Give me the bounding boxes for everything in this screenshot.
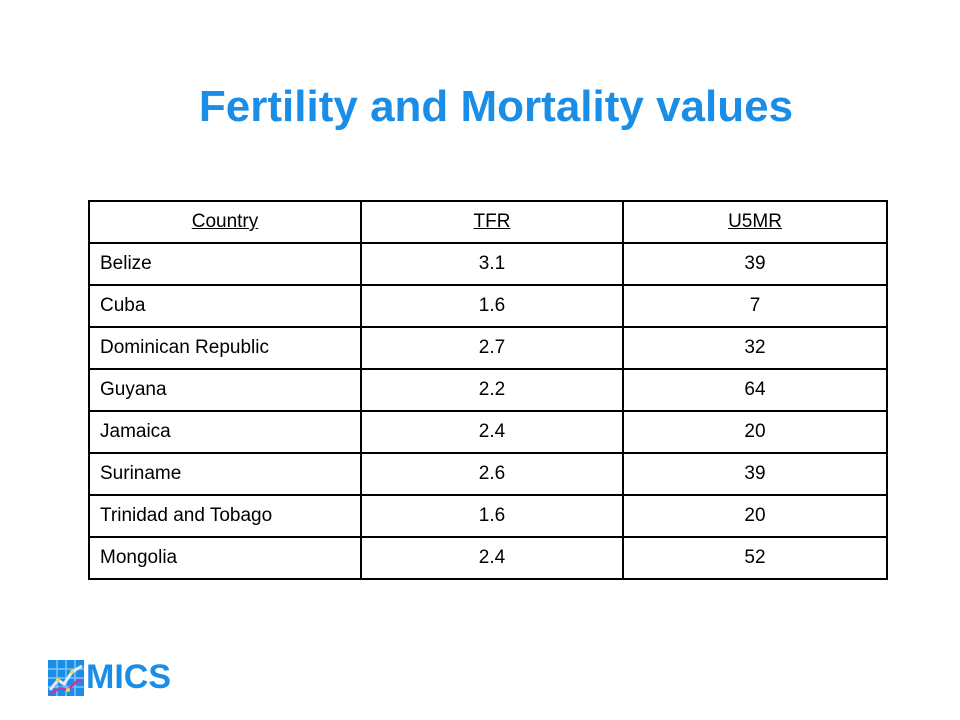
cell-country: Mongolia <box>88 536 362 580</box>
table-row: Belize 3.1 39 <box>88 242 888 286</box>
cell-tfr: 2.6 <box>360 452 624 496</box>
table-row: Suriname 2.6 39 <box>88 452 888 496</box>
header-tfr: TFR <box>360 200 624 244</box>
cell-u5mr: 20 <box>622 410 888 454</box>
cell-u5mr: 20 <box>622 494 888 538</box>
fertility-mortality-table: Country TFR U5MR Belize 3.1 39 Cuba 1.6 … <box>88 200 888 580</box>
data-table-container: Country TFR U5MR Belize 3.1 39 Cuba 1.6 … <box>88 200 888 580</box>
cell-u5mr: 7 <box>622 284 888 328</box>
cell-country: Cuba <box>88 284 362 328</box>
cell-tfr: 3.1 <box>360 242 624 286</box>
table-row: Mongolia 2.4 52 <box>88 536 888 580</box>
cell-country: Jamaica <box>88 410 362 454</box>
cell-country: Trinidad and Tobago <box>88 494 362 538</box>
cell-u5mr: 52 <box>622 536 888 580</box>
table-row: Guyana 2.2 64 <box>88 368 888 412</box>
table-row: Cuba 1.6 7 <box>88 284 888 328</box>
table-row: Dominican Republic 2.7 32 <box>88 326 888 370</box>
table-row: Jamaica 2.4 20 <box>88 410 888 454</box>
logo-text: MICS <box>86 658 171 696</box>
cell-tfr: 1.6 <box>360 284 624 328</box>
table-header-row: Country TFR U5MR <box>88 200 888 244</box>
cell-tfr: 2.2 <box>360 368 624 412</box>
slide-title: Fertility and Mortality values <box>198 82 794 131</box>
cell-country: Suriname <box>88 452 362 496</box>
cell-country: Guyana <box>88 368 362 412</box>
cell-u5mr: 32 <box>622 326 888 370</box>
header-u5mr: U5MR <box>622 200 888 244</box>
cell-country: Dominican Republic <box>88 326 362 370</box>
header-country: Country <box>88 200 362 244</box>
cell-u5mr: 39 <box>622 242 888 286</box>
cell-tfr: 2.4 <box>360 410 624 454</box>
cell-tfr: 2.7 <box>360 326 624 370</box>
cell-u5mr: 39 <box>622 452 888 496</box>
table-row: Trinidad and Tobago 1.6 20 <box>88 494 888 538</box>
mics-logo: MICS <box>48 658 171 697</box>
mics-chart-logo-icon <box>48 659 84 696</box>
cell-tfr: 2.4 <box>360 536 624 580</box>
cell-country: Belize <box>88 242 362 286</box>
cell-u5mr: 64 <box>622 368 888 412</box>
cell-tfr: 1.6 <box>360 494 624 538</box>
